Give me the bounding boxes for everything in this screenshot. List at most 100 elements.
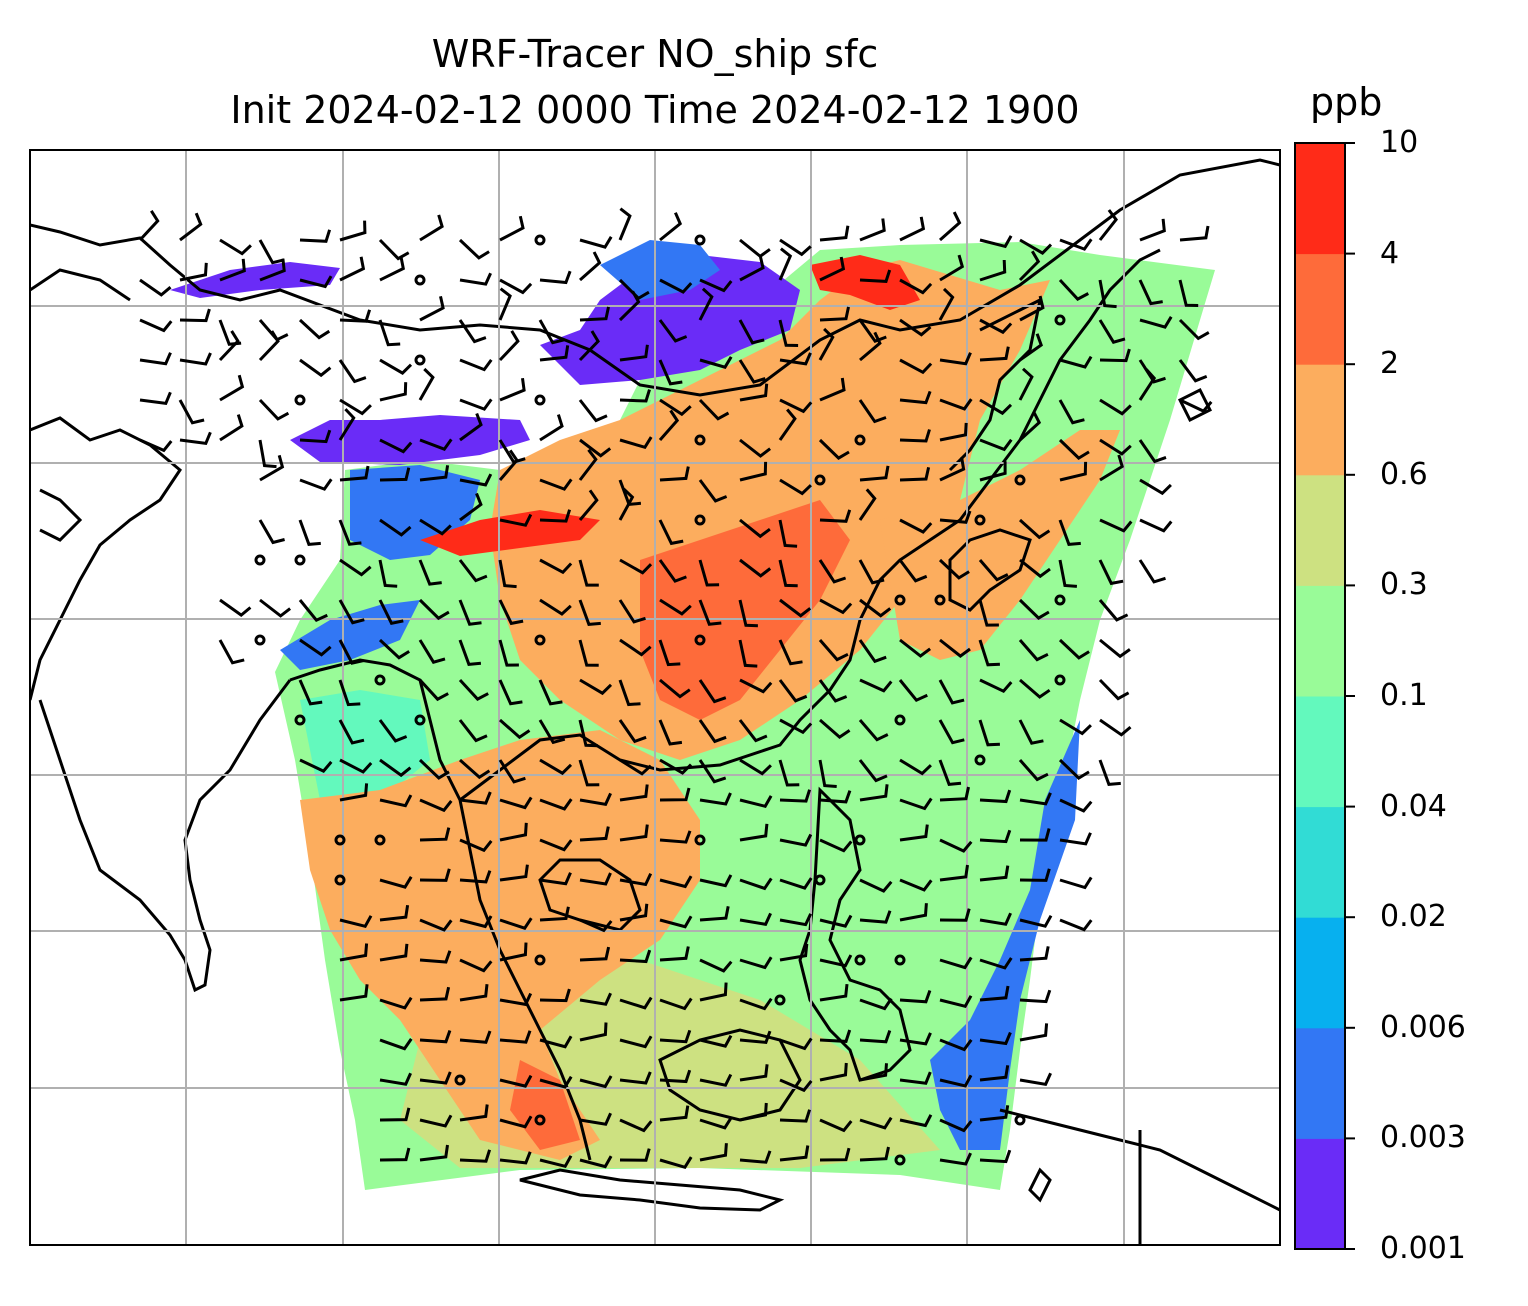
wind-barb — [979, 829, 1012, 844]
wind-barb — [139, 438, 173, 453]
wind-barb — [619, 996, 653, 1010]
wind-barb — [1098, 279, 1117, 309]
calm-wind-marker — [814, 474, 826, 486]
wind-barb — [658, 559, 687, 583]
wind-barb — [419, 1029, 452, 1044]
wind-barb — [739, 1102, 768, 1122]
wind-barb — [1138, 279, 1163, 306]
calm-wind-marker — [374, 674, 386, 686]
wind-barb — [418, 367, 435, 401]
colorbar — [1294, 142, 1355, 1250]
wind-barb — [779, 1109, 812, 1123]
wind-barb — [299, 358, 332, 378]
wind-barb — [859, 598, 892, 618]
wind-barb — [1019, 333, 1044, 362]
wind-barb — [778, 319, 799, 347]
wind-barb — [899, 358, 933, 375]
wind-barb — [499, 822, 528, 842]
wind-barb — [1139, 478, 1172, 496]
wind-barb — [458, 559, 488, 583]
wind-barb — [339, 984, 369, 1002]
wind-barb — [1018, 598, 1050, 620]
wind-barb — [819, 914, 853, 928]
wind-barb — [379, 1147, 411, 1162]
wind-barb — [938, 759, 962, 787]
wind-barb — [419, 465, 450, 482]
wind-barb — [498, 679, 523, 706]
wind-barb — [419, 1114, 453, 1128]
wind-barb — [1099, 718, 1132, 737]
wind-barb — [179, 431, 212, 446]
colorbar-segment — [1295, 917, 1345, 1029]
colorbar-segment — [1295, 143, 1345, 255]
colorbar-tick-label: 0.02 — [1380, 899, 1447, 935]
wind-barb — [939, 786, 970, 802]
wind-barb — [579, 251, 602, 282]
wind-barb — [538, 679, 563, 706]
wind-barb — [499, 718, 531, 740]
wind-barb — [659, 1105, 690, 1122]
wind-barb — [618, 290, 641, 322]
wind-barb — [1178, 318, 1210, 341]
wind-barb — [618, 207, 632, 241]
wind-barb — [779, 913, 813, 927]
colorbar-tick-label: 0.001 — [1380, 1231, 1466, 1266]
wind-barb — [338, 359, 367, 384]
wind-barb — [499, 992, 533, 1007]
wind-barb — [179, 352, 212, 366]
wind-barb — [578, 719, 598, 748]
wind-barb — [738, 719, 768, 743]
wind-barb — [579, 1155, 613, 1169]
wind-barb — [1059, 238, 1093, 251]
wind-barb — [899, 278, 933, 295]
wind-barb — [459, 1030, 492, 1044]
wind-barb — [219, 258, 246, 282]
wind-barb — [739, 238, 771, 259]
wind-barb — [339, 943, 369, 962]
wind-barb — [698, 559, 720, 587]
wind-barb — [539, 872, 572, 886]
wind-barb — [618, 487, 635, 521]
wind-barb — [819, 256, 846, 282]
wind-barb — [699, 1116, 733, 1130]
wind-barb — [419, 868, 451, 882]
wind-barb — [698, 479, 728, 503]
calm-wind-marker — [774, 994, 786, 1006]
wind-barb — [898, 679, 928, 703]
wind-barb — [779, 238, 812, 257]
colorbar-tick-label: 0.1 — [1380, 678, 1428, 713]
wind-barb — [339, 465, 370, 482]
wind-barb — [578, 448, 598, 481]
map-frame — [29, 149, 1281, 1246]
wind-barb — [218, 330, 240, 362]
wind-barb — [979, 1031, 1012, 1046]
wind-barb — [778, 247, 793, 281]
wind-barb — [819, 790, 852, 804]
wind-barb — [458, 719, 488, 743]
wind-barb — [258, 439, 277, 469]
wind-barb — [939, 864, 969, 882]
wind-barb — [219, 414, 244, 442]
wind-barb — [978, 599, 999, 627]
wind-barb — [619, 784, 649, 802]
wind-barb — [699, 792, 732, 806]
wind-barb — [1099, 438, 1132, 456]
wind-barb — [698, 679, 727, 704]
wind-barb — [659, 278, 693, 294]
wind-barb — [939, 211, 962, 242]
wind-barb — [619, 389, 651, 403]
wind-barb — [1019, 295, 1045, 322]
wind-barb — [818, 639, 849, 662]
calm-wind-marker — [254, 634, 266, 646]
calm-wind-marker — [534, 954, 546, 966]
colorbar-segment — [1295, 1138, 1345, 1250]
colorbar-unit: ppb — [1310, 80, 1383, 124]
wind-barb — [899, 758, 932, 776]
wind-barb — [779, 718, 813, 735]
wind-barb — [1019, 868, 1051, 882]
wind-barb — [779, 1078, 813, 1093]
wind-barb — [539, 906, 570, 922]
wind-barb — [259, 258, 286, 282]
wind-barb — [419, 827, 451, 842]
wind-barb — [979, 912, 1012, 926]
